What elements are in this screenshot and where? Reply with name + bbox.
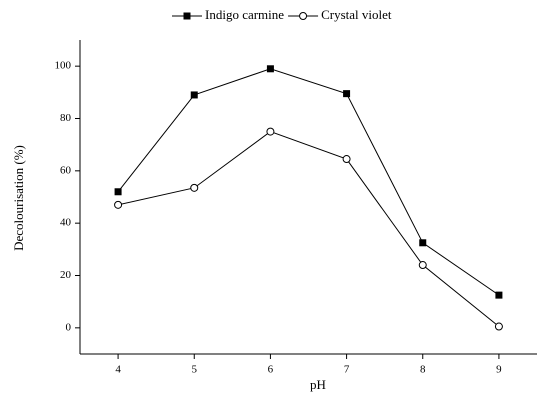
x-tick-label: 4 xyxy=(115,364,121,376)
y-axis-label: Decolourisation (%) xyxy=(11,145,26,251)
marker xyxy=(183,12,191,20)
x-tick-label: 8 xyxy=(420,364,426,376)
marker xyxy=(419,239,427,247)
legend-label: Crystal violet xyxy=(321,7,392,22)
y-tick-label: 60 xyxy=(60,164,72,176)
y-tick-label: 80 xyxy=(60,112,72,124)
x-tick-label: 5 xyxy=(192,364,198,376)
x-axis-label: pH xyxy=(310,377,326,392)
marker xyxy=(266,65,274,73)
marker xyxy=(190,91,198,99)
y-tick-label: 20 xyxy=(60,269,72,281)
marker xyxy=(266,127,275,136)
legend-label: Indigo carmine xyxy=(205,7,284,22)
x-tick-label: 6 xyxy=(268,364,274,376)
marker xyxy=(494,322,503,331)
y-tick-label: 40 xyxy=(60,217,72,229)
x-tick-label: 9 xyxy=(496,364,502,376)
marker xyxy=(114,188,122,196)
marker xyxy=(418,261,427,270)
marker xyxy=(299,12,308,20)
marker xyxy=(343,90,351,98)
y-tick-label: 100 xyxy=(55,60,72,72)
y-tick-label: 0 xyxy=(66,321,72,333)
series-line xyxy=(117,68,500,296)
marker xyxy=(342,155,351,164)
marker xyxy=(495,291,503,299)
marker xyxy=(190,183,199,192)
x-tick-label: 7 xyxy=(344,364,350,376)
series-line xyxy=(117,131,500,327)
marker xyxy=(114,200,123,209)
